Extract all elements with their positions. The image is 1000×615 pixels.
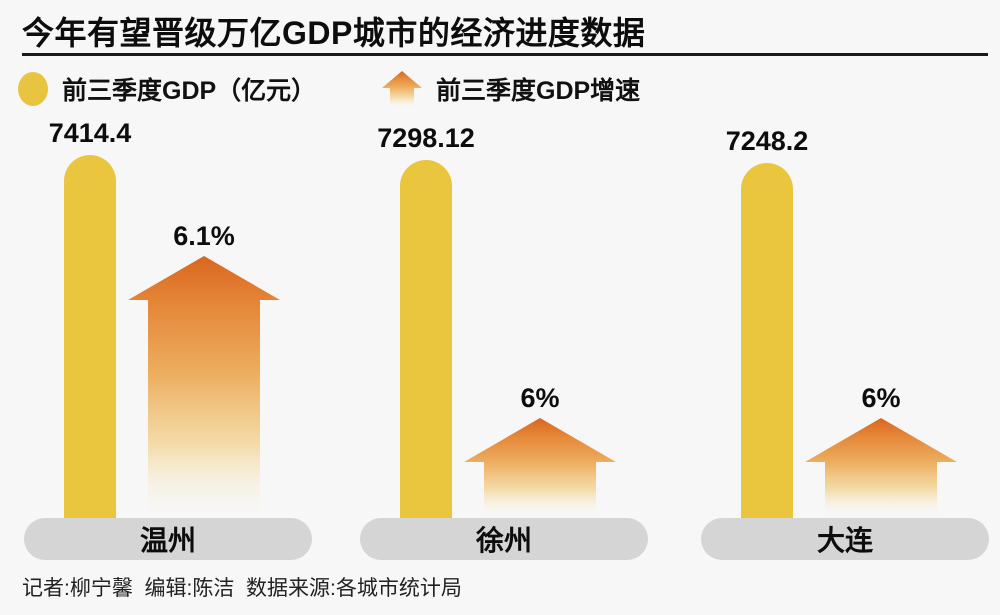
growth-arrow-icon [382, 71, 422, 107]
city-group-dalian: 7248.2 6% 大连 [701, 125, 989, 560]
credits-line: 记者:柳宁馨 编辑:陈洁 数据来源:各城市统计局 [22, 577, 462, 600]
city-name: 温州 [139, 525, 196, 556]
city-label-pill: 温州 [24, 518, 312, 560]
city-label-pill: 大连 [701, 518, 989, 560]
title-underline [22, 53, 988, 56]
page-title: 今年有望晋级万亿GDP城市的经济进度数据 [22, 15, 646, 51]
gdp-bar [64, 155, 116, 518]
city-group-xuzhou: 7298.12 6% 徐州 [360, 123, 648, 560]
city-label-pill: 徐州 [360, 518, 648, 560]
city-name: 徐州 [475, 525, 532, 556]
city-group-wenzhou: 7414.4 6.1% 温州 [24, 118, 312, 560]
growth-value-label: 6% [861, 383, 901, 413]
growth-arrow [464, 418, 616, 516]
gdp-dot-icon [18, 72, 48, 106]
city-name: 大连 [816, 525, 873, 556]
growth-arrow [805, 418, 957, 516]
gdp-value-label: 7248.2 [725, 126, 809, 156]
legend-gdp-label: 前三季度GDP（亿元） [62, 77, 317, 105]
gdp-bar [741, 163, 793, 518]
growth-arrow [128, 256, 280, 516]
legend-item-gdp: 前三季度GDP（亿元） [18, 70, 316, 108]
gdp-bar [400, 160, 452, 518]
growth-value-label: 6% [520, 383, 560, 413]
growth-value-label: 6.1% [173, 221, 235, 251]
gdp-value-label: 7414.4 [48, 118, 132, 148]
legend-growth-label: 前三季度GDP增速 [436, 77, 641, 105]
gdp-value-label: 7298.12 [377, 123, 475, 153]
legend-item-growth: 前三季度GDP增速 [382, 70, 640, 108]
